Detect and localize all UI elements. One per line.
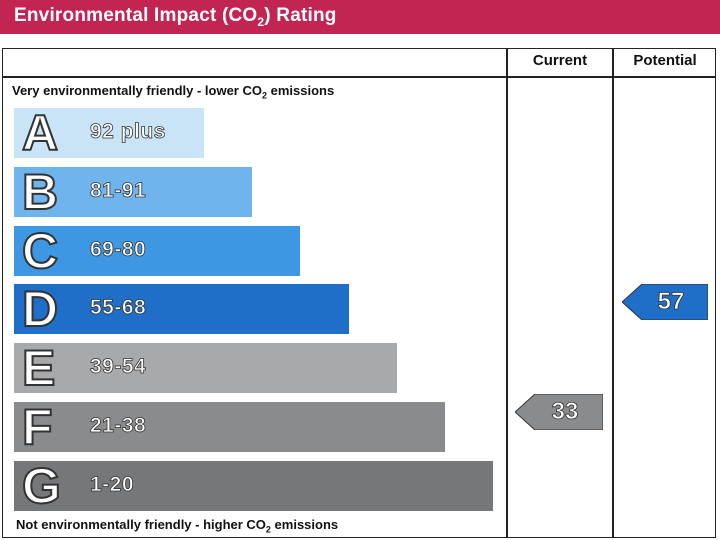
band-b: B 81-91 <box>14 163 253 221</box>
band-letter: G <box>21 457 62 515</box>
band-letter: B <box>21 163 59 221</box>
band-g: G 1-20 <box>14 457 494 515</box>
column-divider-current <box>506 48 508 538</box>
current-rating-value: 33 <box>551 398 579 426</box>
potential-rating-value: 57 <box>657 288 685 316</box>
band-letter: F <box>21 398 54 456</box>
potential-rating-arrow: 57 <box>622 284 708 321</box>
rating-table-frame <box>2 48 716 538</box>
band-range-label: 81-91 <box>90 178 147 202</box>
current-column-header: Current <box>532 52 588 69</box>
current-arrow-shape <box>515 394 603 430</box>
band-e: E 39-54 <box>14 339 397 397</box>
column-divider-potential <box>612 48 614 538</box>
band-a: A 92 plus <box>14 104 204 162</box>
title-bar: Environmental Impact (CO2) Rating <box>0 0 720 34</box>
band-range-label: 92 plus <box>90 120 166 144</box>
band-letter: A <box>21 104 59 162</box>
chart-title: Environmental Impact (CO2) Rating <box>14 5 337 29</box>
band-letter: D <box>21 280 59 338</box>
band-range-label: 69-80 <box>90 237 147 261</box>
band-range-label: 1-20 <box>90 472 135 496</box>
band-letter: C <box>21 222 59 280</box>
band-range-label: 21-38 <box>90 414 147 438</box>
bottom-caption: Not environmentally friendly - higher CO… <box>16 517 339 535</box>
band-range-label: 55-68 <box>90 296 147 320</box>
current-rating-arrow: 33 <box>515 394 603 430</box>
band-d: D 55-68 <box>14 280 349 338</box>
band-letter: E <box>21 339 56 397</box>
band-range-label: 39-54 <box>90 355 147 379</box>
header-divider <box>2 76 716 78</box>
band-f: F 21-38 <box>14 398 445 456</box>
band-c: C 69-80 <box>14 222 301 280</box>
potential-column-header: Potential <box>633 52 697 69</box>
potential-arrow-shape <box>622 284 708 321</box>
top-caption: Very environmentally friendly - lower CO… <box>12 83 335 101</box>
